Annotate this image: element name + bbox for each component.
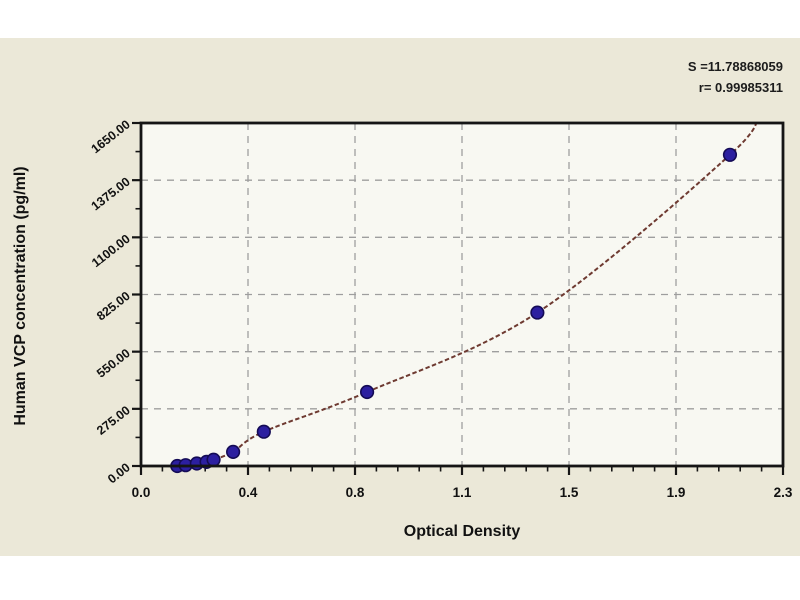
data-point bbox=[722, 147, 738, 162]
s-value-label: S =11.78868059 bbox=[687, 59, 783, 74]
x-tick-label: 1.9 bbox=[667, 485, 686, 500]
y-tick-label: 275.00 bbox=[94, 403, 133, 438]
data-point bbox=[226, 444, 241, 459]
y-tick-label: 825.00 bbox=[94, 289, 133, 324]
y-tick-label: 1375.00 bbox=[89, 174, 133, 213]
y-tick-label: 1100.00 bbox=[89, 232, 133, 270]
data-point bbox=[256, 424, 271, 439]
plot-frame bbox=[139, 121, 785, 468]
y-tick-label: 0.00 bbox=[105, 460, 133, 486]
x-tick-label: 1.1 bbox=[453, 485, 472, 500]
x-tick-label: 0.4 bbox=[239, 485, 258, 500]
fit-curve bbox=[173, 123, 758, 466]
x-tick-label: 0.8 bbox=[346, 485, 365, 500]
x-tick-label: 2.3 bbox=[774, 485, 793, 500]
y-tick-label: 1650.00 bbox=[89, 117, 133, 156]
data-point bbox=[206, 452, 221, 467]
y-tick-label: 550.00 bbox=[94, 346, 133, 381]
fit-statistics: S =11.78868059 r= 0.99985311 bbox=[688, 56, 783, 98]
x-axis-title: Optical Density bbox=[403, 523, 521, 540]
x-tick-label: 0.0 bbox=[132, 485, 151, 500]
r-value-label: r= 0.99985311 bbox=[698, 80, 783, 95]
data-point bbox=[530, 305, 545, 320]
x-tick-label: 1.5 bbox=[560, 485, 579, 500]
data-point bbox=[359, 384, 375, 400]
